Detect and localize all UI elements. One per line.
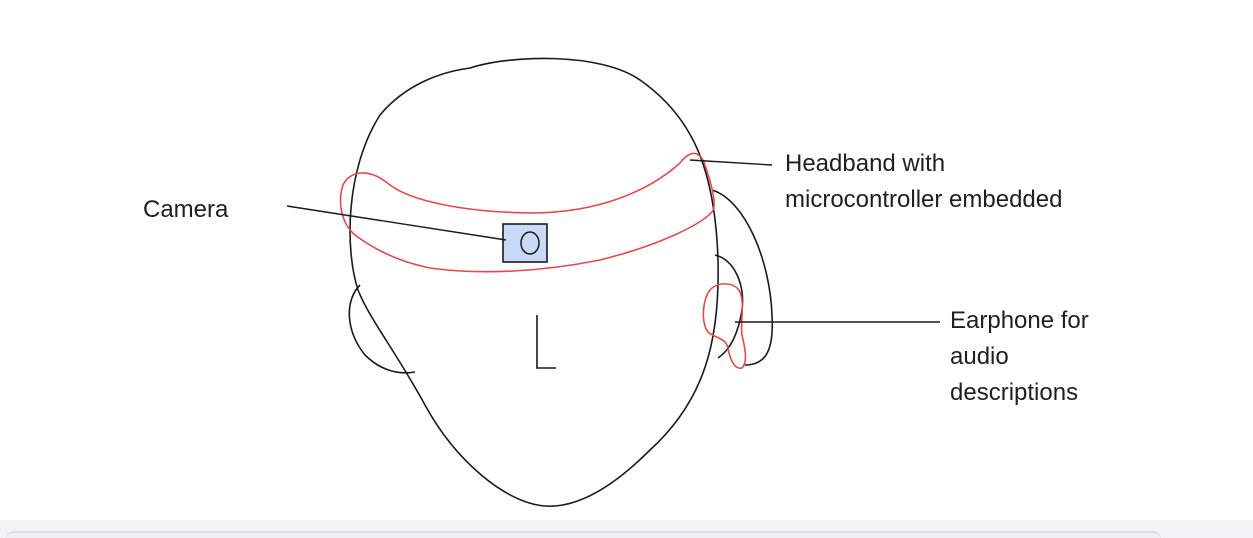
headband-label-line-1: Headband with <box>785 150 946 177</box>
right-ear <box>714 254 744 359</box>
camera-box <box>502 223 548 263</box>
left-ear <box>348 284 416 374</box>
nose <box>536 315 556 369</box>
camera-label: Camera <box>143 192 228 228</box>
camera-leader-line <box>286 205 507 241</box>
camera-lens <box>520 231 540 255</box>
headband <box>339 152 715 273</box>
bottom-panel-edge <box>6 531 1161 538</box>
camera-label-text: Camera <box>143 196 229 223</box>
earphone-cable <box>711 189 774 366</box>
headband-label-line-2: microcontroller embedded <box>785 186 1063 213</box>
earphone-label-line-3: descriptions <box>950 379 1079 406</box>
earphone-label-line-1: Earphone for <box>950 307 1089 334</box>
earphone <box>702 283 747 370</box>
headband-label: Headband with microcontroller embedded <box>785 146 1062 218</box>
earphone-label: Earphone for audio descriptions <box>950 303 1089 411</box>
earphone-label-line-2: audio <box>950 343 1009 370</box>
head-outline <box>349 57 719 507</box>
headband-leader-line <box>689 159 773 166</box>
